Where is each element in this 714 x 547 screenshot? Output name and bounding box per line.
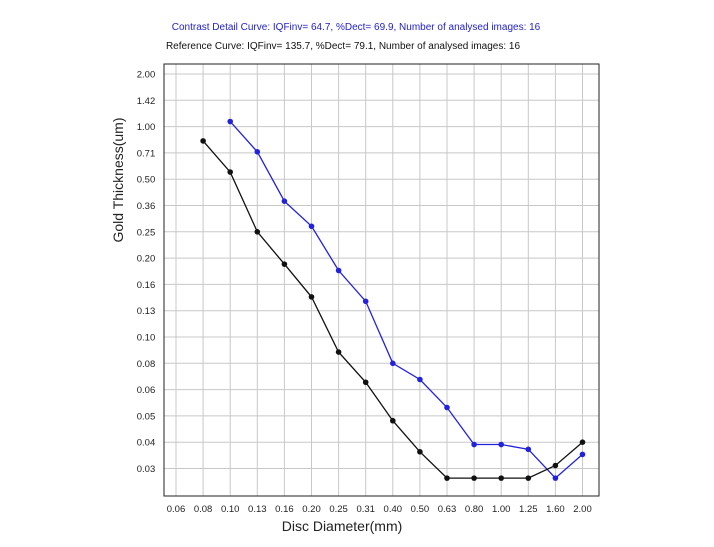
series-2-point	[552, 462, 559, 469]
series-1-point	[579, 451, 586, 458]
series-2-point	[254, 229, 261, 235]
x-tick-label: 0.20	[302, 504, 321, 515]
y-tick-label: 0.25	[137, 227, 156, 238]
series-2-point	[390, 417, 396, 424]
x-tick-label: 0.80	[465, 504, 484, 515]
chart-title-line-2: Reference Curve: IQFinv= 135.7, %Dect= 7…	[166, 41, 521, 52]
x-tick-label: 2.00	[573, 504, 592, 515]
x-tick-label: 0.10	[221, 504, 240, 515]
series-2-point	[498, 475, 505, 481]
series-1-point	[281, 198, 288, 204]
plot-frame	[163, 63, 600, 497]
y-axis-ticks: 2.00 1.42 1.00 0.71 0.50 0.36 0.25 0.20 0.16 0.13…	[137, 70, 156, 476]
y-tick-label: 0.16	[137, 280, 156, 291]
x-tick-label: 1.00	[492, 504, 511, 515]
y-tick-label: 0.71	[137, 148, 156, 159]
x-tick-label: 0.08	[194, 504, 213, 515]
x-tick-label: 0.06	[167, 504, 186, 515]
y-tick-label: 0.05	[137, 411, 156, 422]
x-tick-label: 1.25	[519, 504, 538, 515]
x-tick-label: 1.60	[546, 504, 565, 515]
series-1-point	[362, 298, 369, 305]
series-1-point	[552, 475, 559, 481]
series-line-1	[229, 121, 583, 480]
y-tick-label: 0.08	[137, 359, 156, 370]
y-tick-label: 1.42	[137, 96, 156, 107]
series-1-point	[498, 441, 505, 448]
y-tick-label: 0.36	[137, 201, 156, 212]
series-layer	[200, 118, 586, 481]
series-1-point	[390, 360, 396, 367]
series-2-point	[308, 294, 315, 300]
x-axis-ticks: 0.06 0.08 0.10 0.13 0.16 0.20 0.25 0.31 0.40 0.50…	[167, 504, 592, 515]
series-2-point	[335, 349, 342, 355]
series-2-point	[471, 475, 477, 481]
series-1-point	[335, 267, 342, 274]
y-tick-label: 0.13	[137, 306, 156, 317]
y-tick-label: 2.00	[137, 70, 156, 81]
x-tick-label: 0.50	[411, 504, 430, 515]
series-2-point	[227, 169, 233, 175]
series-1-point	[525, 446, 532, 453]
x-tick-label: 0.31	[356, 504, 375, 515]
y-tick-label: 0.06	[137, 385, 156, 396]
series-2-point	[525, 475, 532, 481]
x-tick-label: 0.25	[329, 504, 348, 515]
series-2-point	[417, 449, 423, 455]
series-1-point	[444, 404, 450, 411]
y-tick-label: 0.04	[137, 438, 156, 449]
grid	[164, 64, 599, 496]
x-tick-label: 0.63	[438, 504, 457, 515]
y-tick-label: 0.03	[137, 464, 156, 475]
series-1-point	[227, 118, 233, 125]
series-2-point	[579, 439, 586, 446]
series-2-point	[281, 261, 288, 267]
y-tick-label: 0.20	[137, 254, 156, 265]
y-tick-label: 0.50	[137, 175, 156, 186]
x-tick-label: 0.16	[275, 504, 294, 515]
y-tick-label: 0.10	[137, 333, 156, 344]
series-2-point	[362, 379, 369, 386]
series-1-point	[254, 149, 261, 155]
x-tick-label: 0.13	[248, 504, 267, 515]
series-1-point	[308, 223, 315, 230]
x-axis-label: Disc Diameter(mm)	[282, 518, 403, 534]
y-axis-label: Gold Thickness(um)	[110, 117, 126, 242]
y-tick-label: 1.00	[137, 122, 156, 133]
chart-title-line-1: Contrast Detail Curve: IQFinv= 64.7, %De…	[172, 22, 541, 33]
series-1-point	[417, 376, 423, 383]
x-tick-label: 0.40	[384, 504, 403, 515]
series-2-point	[444, 475, 450, 481]
series-2-point	[200, 138, 206, 144]
series-1-point	[471, 441, 477, 448]
